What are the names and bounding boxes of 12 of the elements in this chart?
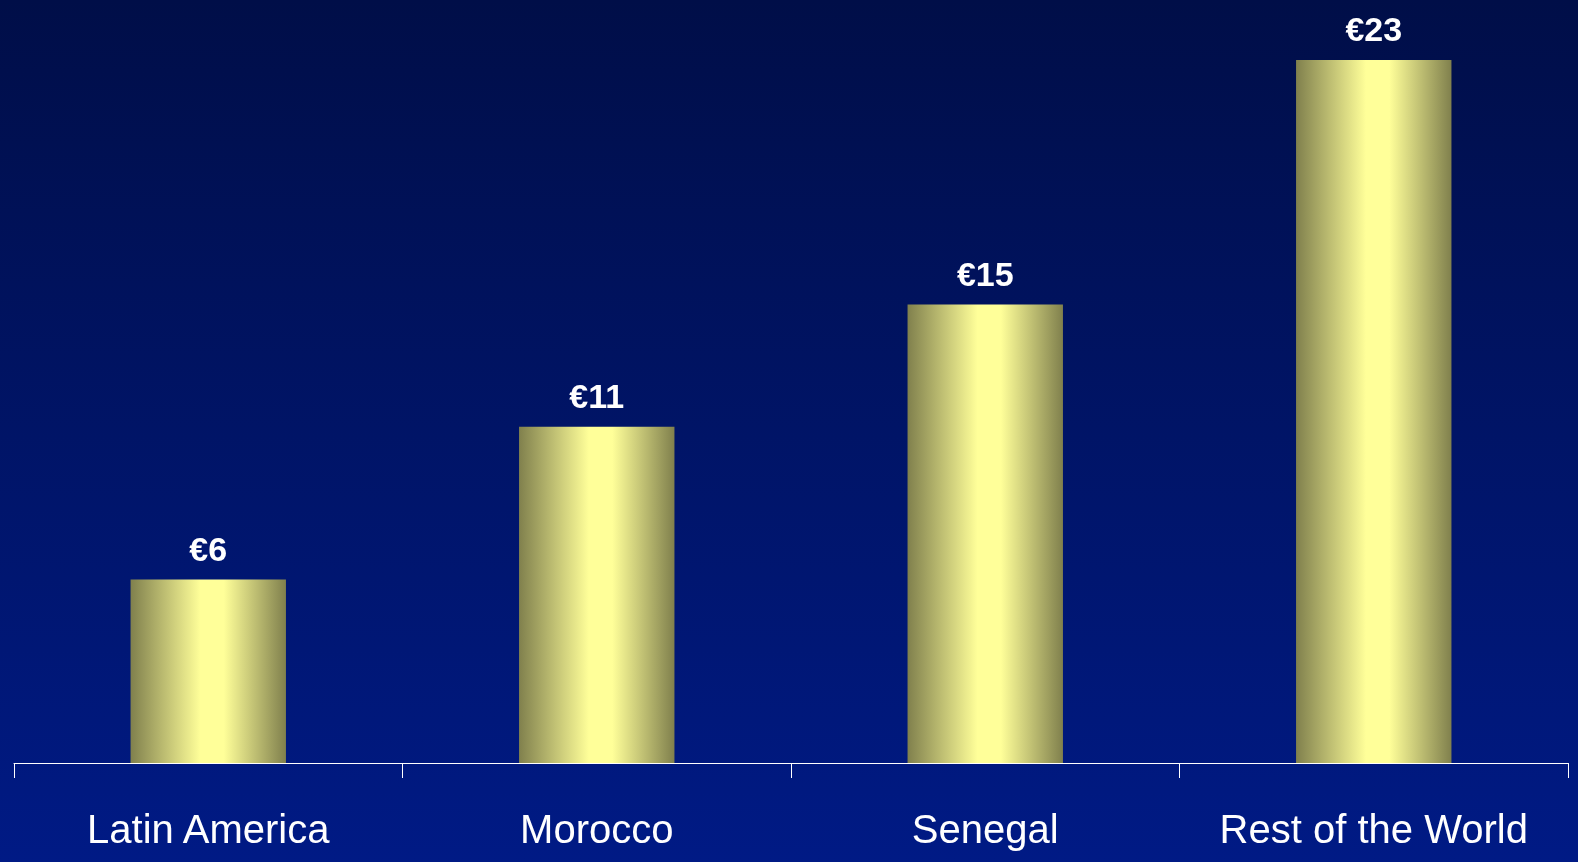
data-label: €11 (569, 376, 625, 415)
bar (907, 304, 1063, 763)
data-label: €15 (956, 254, 1014, 293)
x-tick-label: Morocco (520, 807, 674, 851)
data-label: €23 (1345, 10, 1403, 48)
x-tick-label: Senegal (911, 807, 1059, 851)
data-label: €6 (189, 529, 228, 568)
bar (519, 426, 675, 763)
x-tick-label: Rest of the World (1219, 807, 1528, 851)
bar (130, 579, 286, 763)
bar (1296, 60, 1452, 763)
x-tick-label: Latin America (87, 807, 331, 851)
